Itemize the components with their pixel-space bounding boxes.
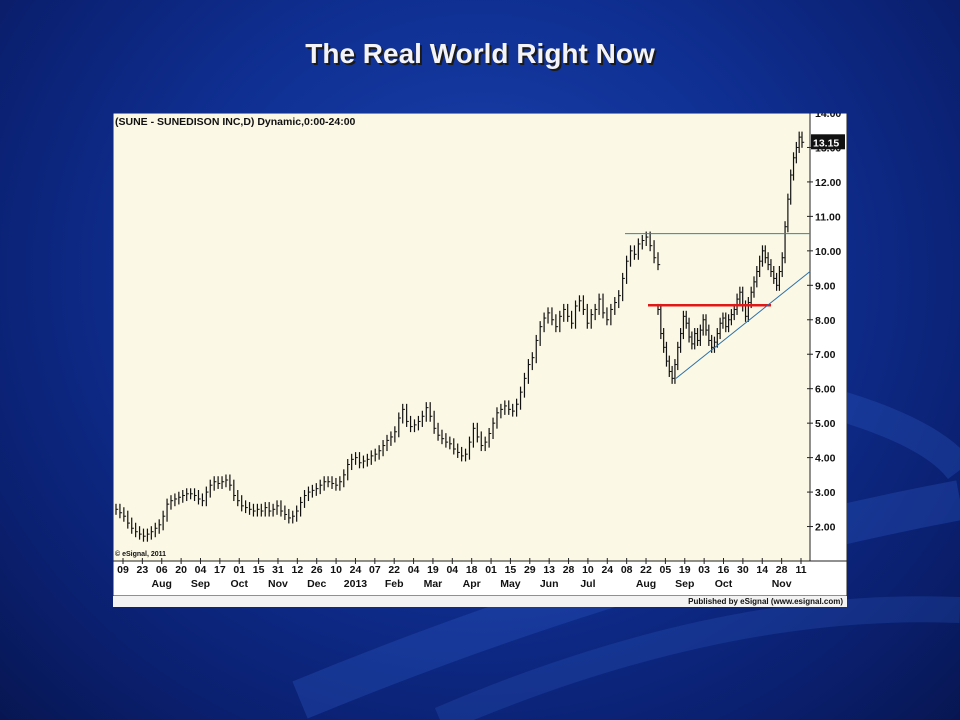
x-day-label: 13 — [543, 564, 555, 576]
y-tick-label: 12.00 — [815, 177, 841, 189]
x-month-label: Feb — [385, 578, 404, 590]
x-day-label: 16 — [718, 564, 730, 576]
y-tick-label: 6.00 — [815, 384, 836, 396]
x-day-label: 15 — [253, 564, 265, 576]
last-price-label: 13.15 — [813, 137, 839, 149]
x-day-label: 28 — [776, 564, 788, 576]
x-day-label: 20 — [175, 564, 187, 576]
x-month-label: Oct — [715, 578, 733, 590]
chart-frame: (SUNE - SUNEDISON INC,D) Dynamic,0:00-24… — [113, 113, 847, 607]
x-day-label: 23 — [137, 564, 149, 576]
x-day-label: 04 — [446, 564, 458, 576]
x-day-label: 28 — [563, 564, 575, 576]
x-day-label: 06 — [156, 564, 168, 576]
x-day-label: 12 — [291, 564, 303, 576]
y-tick-label: 5.00 — [815, 418, 836, 430]
x-month-label: Sep — [191, 578, 210, 590]
footer-panel — [113, 596, 847, 607]
x-day-label: 17 — [214, 564, 226, 576]
x-day-label: 09 — [117, 564, 129, 576]
x-day-label: 10 — [330, 564, 342, 576]
x-day-label: 05 — [660, 564, 672, 576]
x-day-label: 04 — [408, 564, 420, 576]
x-month-label: Apr — [463, 578, 481, 590]
x-month-label: Aug — [152, 578, 172, 590]
y-tick-label: 7.00 — [815, 349, 836, 361]
y-tick-label: 10.00 — [815, 246, 841, 258]
x-day-label: 31 — [272, 564, 284, 576]
x-day-label: 18 — [466, 564, 478, 576]
y-tick-label: 8.00 — [815, 315, 836, 327]
plot-area — [113, 113, 811, 562]
price-chart: (SUNE - SUNEDISON INC,D) Dynamic,0:00-24… — [113, 113, 847, 607]
x-month-label: Mar — [424, 578, 443, 590]
y-tick-label: 3.00 — [815, 487, 836, 499]
last-price-box — [811, 134, 845, 150]
copyright-label: © eSignal, 2011 — [115, 550, 166, 558]
chart-header: (SUNE - SUNEDISON INC,D) Dynamic,0:00-24… — [115, 116, 356, 128]
x-day-label: 08 — [621, 564, 633, 576]
y-tick-label: 2.00 — [815, 522, 836, 534]
x-day-label: 03 — [698, 564, 710, 576]
y-tick-label: 11.00 — [815, 211, 841, 223]
x-month-label: 2013 — [344, 578, 368, 590]
x-day-label: 14 — [756, 564, 768, 576]
x-month-label: Nov — [268, 578, 288, 590]
rising-trendline — [675, 271, 811, 379]
x-month-label: Jun — [540, 578, 559, 590]
y-tick-label: 9.00 — [815, 280, 836, 292]
x-day-label: 10 — [582, 564, 594, 576]
x-day-label: 22 — [640, 564, 652, 576]
x-day-label: 01 — [233, 564, 245, 576]
x-day-label: 22 — [388, 564, 400, 576]
slide-title: The Real World Right Now — [305, 38, 655, 69]
x-day-label: 29 — [524, 564, 536, 576]
x-day-label: 15 — [505, 564, 517, 576]
x-day-label: 19 — [679, 564, 691, 576]
x-month-label: Jul — [580, 578, 595, 590]
x-month-label: Oct — [230, 578, 248, 590]
x-day-label: 30 — [737, 564, 749, 576]
x-day-label: 04 — [195, 564, 207, 576]
x-day-label: 07 — [369, 564, 381, 576]
x-month-label: Nov — [772, 578, 792, 590]
x-day-label: 19 — [427, 564, 439, 576]
y-tick-label: 14.00 — [815, 113, 841, 120]
x-day-label: 24 — [601, 564, 613, 576]
x-month-label: Dec — [307, 578, 326, 590]
x-day-label: 26 — [311, 564, 323, 576]
x-day-label: 24 — [350, 564, 362, 576]
x-day-label: 01 — [485, 564, 497, 576]
x-day-label: 11 — [795, 564, 806, 576]
x-month-label: May — [500, 578, 521, 590]
x-month-label: Sep — [675, 578, 694, 590]
y-axis-panel — [809, 113, 847, 562]
y-tick-label: 4.00 — [815, 453, 836, 465]
publisher-label: Published by eSignal (www.esignal.com) — [688, 597, 843, 606]
x-month-label: Aug — [636, 578, 656, 590]
